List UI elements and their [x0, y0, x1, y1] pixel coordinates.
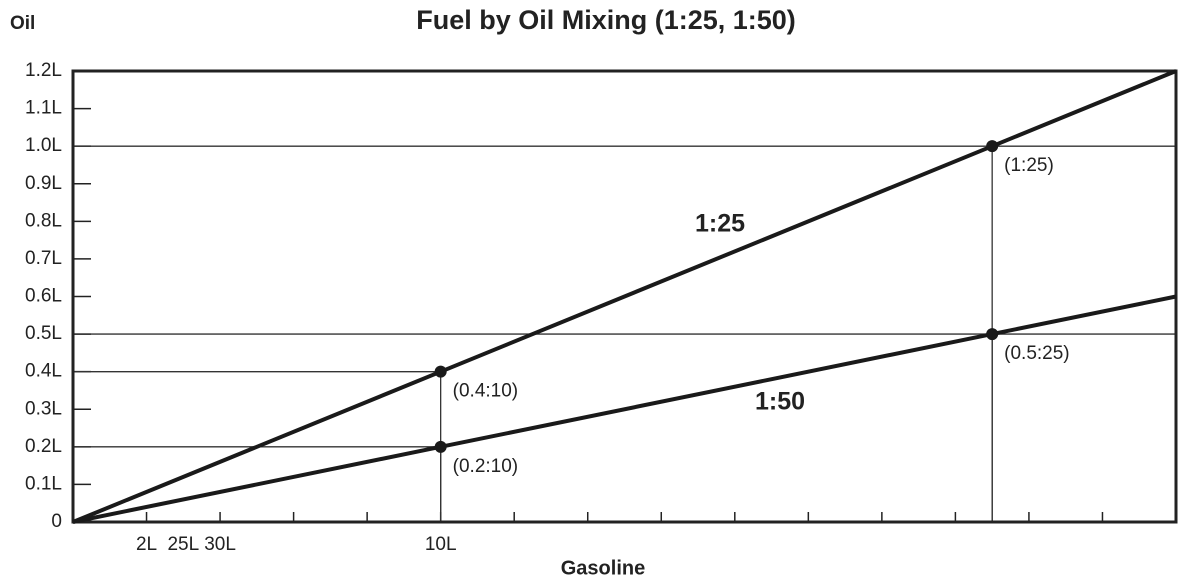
- y-tick-label: 1.2L: [25, 60, 62, 81]
- x-tick-label: 25L: [167, 534, 199, 555]
- y-tick-label: 0.2L: [25, 436, 62, 457]
- chart-title: Fuel by Oil Mixing (1:25, 1:50): [416, 5, 796, 35]
- data-point: [434, 440, 447, 453]
- y-tick-label: 0.7L: [25, 248, 62, 269]
- x-tick-label: 2L: [136, 534, 157, 555]
- y-tick-label: 0.5L: [25, 323, 62, 344]
- point-label: (0.4:10): [453, 381, 518, 402]
- x-tick-label: 10L: [425, 534, 457, 555]
- y-tick-label: 0.4L: [25, 361, 62, 382]
- y-axis-label: Oil: [10, 13, 35, 34]
- series-label: 1:25: [695, 210, 745, 238]
- x-axis-label: Gasoline: [561, 557, 645, 579]
- point-label: (0.2:10): [453, 456, 518, 477]
- series-line: [72, 69, 1177, 524]
- data-point: [986, 140, 999, 153]
- y-tick-label: 1.0L: [25, 135, 62, 156]
- y-tick-label: 0.9L: [25, 173, 62, 194]
- y-tick-label: 0: [51, 511, 62, 532]
- y-tick-label: 1.1L: [25, 98, 62, 119]
- data-point: [986, 328, 999, 341]
- series-line: [72, 294, 1177, 524]
- y-tick-label: 0.3L: [25, 398, 62, 419]
- y-tick-label: 0.1L: [25, 473, 62, 494]
- point-label: (0.5:25): [1004, 343, 1069, 364]
- point-label: (1:25): [1004, 155, 1054, 176]
- series-label: 1:50: [755, 388, 805, 416]
- y-tick-label: 0.8L: [25, 210, 62, 231]
- x-tick-label: 30L: [204, 534, 236, 555]
- data-point: [434, 365, 447, 378]
- y-tick-label: 0.6L: [25, 286, 62, 307]
